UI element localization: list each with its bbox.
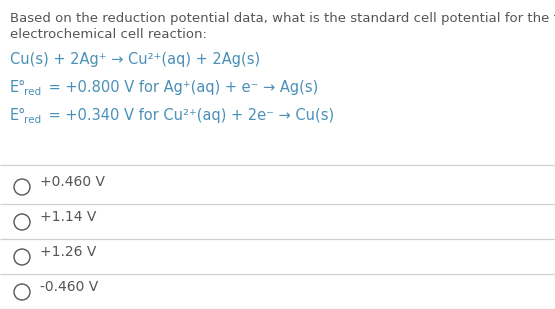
Text: E°: E° xyxy=(10,80,27,95)
Text: red: red xyxy=(24,115,41,125)
Text: Based on the reduction potential data, what is the standard cell potential for t: Based on the reduction potential data, w… xyxy=(10,12,555,25)
Text: +1.14 V: +1.14 V xyxy=(40,210,97,224)
Text: -0.460 V: -0.460 V xyxy=(40,280,98,294)
Text: red: red xyxy=(24,87,41,97)
Text: = +0.800 V for Ag⁺(aq) + e⁻ → Ag(s): = +0.800 V for Ag⁺(aq) + e⁻ → Ag(s) xyxy=(44,80,318,95)
Text: Cu(s) + 2Ag⁺ → Cu²⁺(aq) + 2Ag(s): Cu(s) + 2Ag⁺ → Cu²⁺(aq) + 2Ag(s) xyxy=(10,52,260,67)
Text: +1.26 V: +1.26 V xyxy=(40,245,97,259)
Text: electrochemical cell reaction:: electrochemical cell reaction: xyxy=(10,28,207,41)
Text: +0.460 V: +0.460 V xyxy=(40,175,105,189)
Text: = +0.340 V for Cu²⁺(aq) + 2e⁻ → Cu(s): = +0.340 V for Cu²⁺(aq) + 2e⁻ → Cu(s) xyxy=(44,108,334,123)
Text: E°: E° xyxy=(10,108,27,123)
